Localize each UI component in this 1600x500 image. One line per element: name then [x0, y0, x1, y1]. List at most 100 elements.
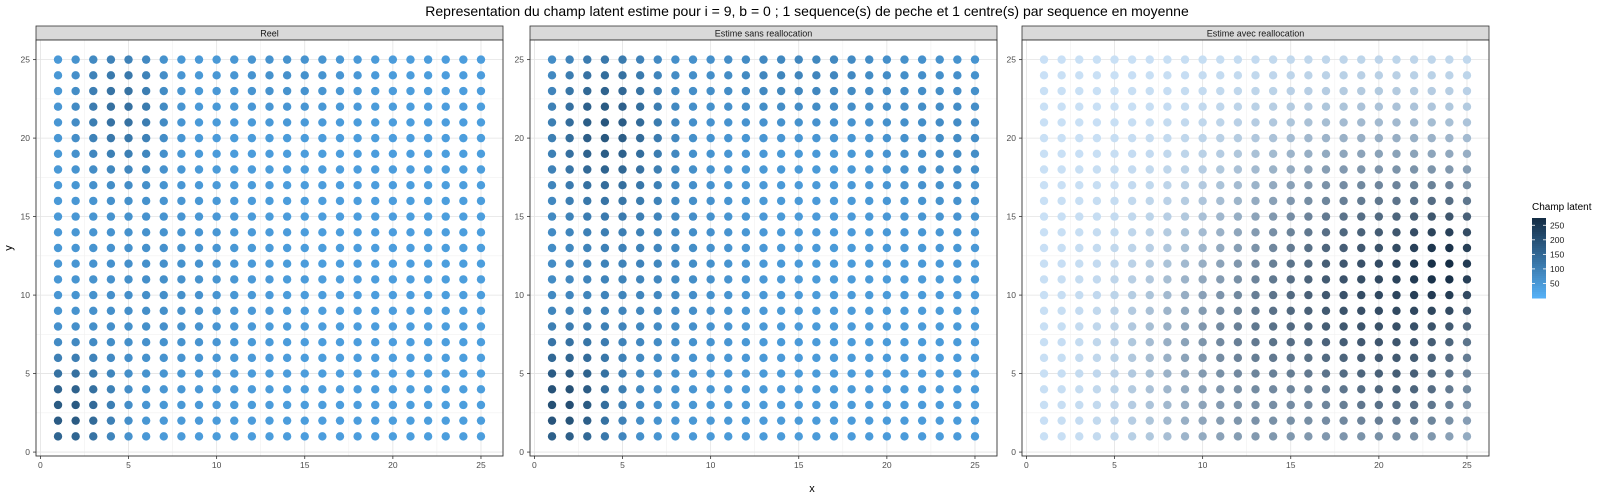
- scatter-point: [618, 337, 627, 347]
- scatter-point: [423, 102, 433, 111]
- scatter-point: [1357, 369, 1366, 378]
- scatter-point: [1110, 71, 1119, 80]
- colorbar-segment: [1532, 246, 1546, 249]
- scatter-point: [265, 133, 274, 143]
- scatter-point: [1233, 400, 1243, 410]
- scatter-point: [1233, 181, 1243, 190]
- scatter-point: [953, 55, 962, 64]
- scatter-point: [600, 228, 610, 237]
- scatter-point: [1198, 196, 1207, 206]
- scatter-point: [194, 102, 204, 111]
- scatter-point: [1462, 400, 1472, 410]
- scatter-point: [741, 416, 751, 425]
- scatter-point: [776, 353, 786, 363]
- scatter-point: [141, 369, 151, 378]
- scatter-point: [1339, 243, 1348, 253]
- scatter-point: [829, 86, 839, 96]
- scatter-point: [1216, 432, 1225, 441]
- y-axis-title: y: [3, 245, 15, 251]
- scatter-point: [1145, 133, 1154, 143]
- scatter-point: [106, 212, 116, 221]
- scatter-point: [829, 259, 839, 268]
- scatter-point: [388, 118, 398, 127]
- colorbar-segment: [1532, 242, 1546, 245]
- scatter-point: [71, 243, 80, 253]
- scatter-point: [1374, 55, 1384, 64]
- scatter-point: [177, 259, 186, 268]
- scatter-point: [1268, 149, 1278, 159]
- scatter-point: [71, 275, 80, 284]
- scatter-point: [1321, 322, 1331, 331]
- scatter-point: [935, 149, 944, 159]
- scatter-point: [1339, 432, 1348, 441]
- scatter-point: [1216, 228, 1225, 237]
- scatter-point: [1321, 416, 1331, 425]
- scatter-point: [547, 86, 557, 96]
- scatter-point: [653, 133, 662, 143]
- scatter-point: [547, 432, 557, 441]
- scatter-point: [1127, 102, 1137, 111]
- scatter-point: [812, 275, 821, 284]
- scatter-point: [547, 369, 557, 378]
- scatter-point: [1392, 149, 1401, 159]
- scatter-point: [1163, 432, 1172, 441]
- scatter-point: [882, 149, 892, 159]
- scatter-point: [829, 149, 839, 159]
- scatter-point: [547, 275, 557, 284]
- scatter-point: [335, 306, 345, 315]
- scatter-point: [371, 290, 380, 300]
- scatter-point: [882, 322, 892, 331]
- scatter-point: [1409, 149, 1419, 159]
- scatter-point: [1145, 322, 1154, 331]
- scatter-point: [776, 369, 786, 378]
- scatter-point: [353, 102, 362, 111]
- scatter-point: [194, 416, 204, 425]
- scatter-point: [335, 432, 345, 441]
- scatter-point: [1092, 275, 1102, 284]
- scatter-point: [1462, 181, 1472, 190]
- y-tick-label: 5: [1011, 369, 1016, 379]
- scatter-point: [212, 212, 221, 221]
- scatter-point: [1075, 86, 1084, 96]
- scatter-point: [688, 196, 698, 206]
- scatter-point: [724, 353, 733, 363]
- scatter-point: [1339, 165, 1348, 174]
- scatter-point: [618, 228, 627, 237]
- scatter-point: [406, 149, 415, 159]
- scatter-point: [1445, 196, 1454, 206]
- scatter-point: [847, 165, 856, 174]
- scatter-point: [1075, 165, 1084, 174]
- scatter-point: [441, 416, 450, 425]
- scatter-point: [829, 275, 839, 284]
- scatter-point: [1374, 165, 1384, 174]
- scatter-point: [583, 432, 592, 441]
- scatter-point: [1163, 385, 1172, 394]
- scatter-point: [759, 149, 768, 159]
- scatter-point: [300, 243, 309, 253]
- colorbar-segment: [1532, 282, 1546, 285]
- scatter-point: [1268, 275, 1278, 284]
- scatter-point: [1057, 322, 1066, 331]
- scatter-point: [776, 275, 786, 284]
- scatter-point: [1110, 275, 1119, 284]
- scatter-point: [970, 86, 980, 96]
- scatter-point: [724, 228, 733, 237]
- scatter-point: [1216, 149, 1225, 159]
- scatter-point: [653, 86, 662, 96]
- scatter-point: [1409, 243, 1419, 253]
- scatter-point: [441, 432, 450, 441]
- scatter-point: [141, 181, 151, 190]
- scatter-point: [1092, 133, 1102, 143]
- scatter-point: [353, 196, 362, 206]
- scatter-point: [776, 322, 786, 331]
- scatter-point: [476, 55, 486, 64]
- legend-title: Champ latent: [1532, 202, 1592, 213]
- scatter-point: [671, 432, 680, 441]
- scatter-point: [71, 149, 80, 159]
- colorbar-segment: [1532, 296, 1546, 299]
- scatter-point: [1233, 290, 1243, 300]
- scatter-point: [935, 118, 944, 127]
- scatter-point: [829, 322, 839, 331]
- scatter-point: [71, 228, 80, 237]
- scatter-point: [1251, 181, 1260, 190]
